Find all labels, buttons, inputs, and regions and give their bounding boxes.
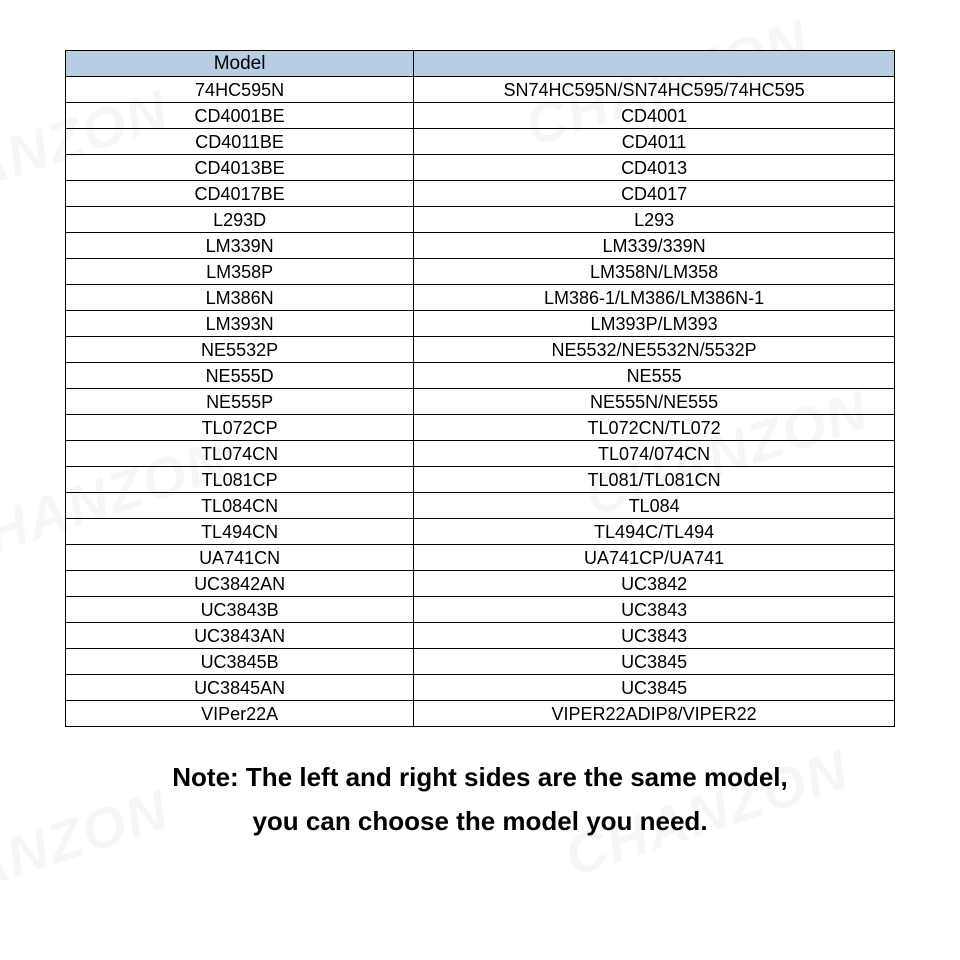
table-row: TL074CNTL074/074CN: [66, 441, 895, 467]
note-line-2: you can choose the model you need.: [252, 806, 707, 836]
cell-alias: TL084: [414, 493, 895, 519]
cell-alias: UC3845: [414, 649, 895, 675]
cell-model: LM386N: [66, 285, 414, 311]
cell-model: TL081CP: [66, 467, 414, 493]
column-header-alias: [414, 51, 895, 77]
cell-model: UC3845B: [66, 649, 414, 675]
cell-alias: CD4013: [414, 155, 895, 181]
cell-alias: NE5532/NE5532N/5532P: [414, 337, 895, 363]
cell-model: UC3843B: [66, 597, 414, 623]
cell-model: NE555P: [66, 389, 414, 415]
table-row: UC3843ANUC3843: [66, 623, 895, 649]
table-row: UA741CNUA741CP/UA741: [66, 545, 895, 571]
table-row: LM393NLM393P/LM393: [66, 311, 895, 337]
table-row: LM386NLM386-1/LM386/LM386N-1: [66, 285, 895, 311]
cell-model: VIPer22A: [66, 701, 414, 727]
cell-model: CD4011BE: [66, 129, 414, 155]
note-line-1: Note: The left and right sides are the s…: [172, 762, 787, 792]
cell-alias: LM358N/LM358: [414, 259, 895, 285]
cell-model: UC3842AN: [66, 571, 414, 597]
cell-alias: CD4001: [414, 103, 895, 129]
cell-model: 74HC595N: [66, 77, 414, 103]
cell-model: LM358P: [66, 259, 414, 285]
cell-alias: CD4017: [414, 181, 895, 207]
cell-alias: LM393P/LM393: [414, 311, 895, 337]
table-row: UC3843BUC3843: [66, 597, 895, 623]
cell-model: UC3843AN: [66, 623, 414, 649]
cell-alias: CD4011: [414, 129, 895, 155]
model-table: Model 74HC595NSN74HC595N/SN74HC595/74HC5…: [65, 50, 895, 727]
cell-alias: LM339/339N: [414, 233, 895, 259]
cell-alias: TL072CN/TL072: [414, 415, 895, 441]
cell-alias: TL074/074CN: [414, 441, 895, 467]
table-row: TL084CNTL084: [66, 493, 895, 519]
cell-alias: UC3843: [414, 623, 895, 649]
cell-alias: VIPER22ADIP8/VIPER22: [414, 701, 895, 727]
cell-alias: LM386-1/LM386/LM386N-1: [414, 285, 895, 311]
cell-alias: L293: [414, 207, 895, 233]
cell-alias: TL081/TL081CN: [414, 467, 895, 493]
cell-model: CD4013BE: [66, 155, 414, 181]
cell-model: NE5532P: [66, 337, 414, 363]
cell-model: LM393N: [66, 311, 414, 337]
cell-model: CD4001BE: [66, 103, 414, 129]
table-row: UC3845BUC3845: [66, 649, 895, 675]
table-row: CD4001BECD4001: [66, 103, 895, 129]
cell-model: TL074CN: [66, 441, 414, 467]
table-row: NE5532PNE5532/NE5532N/5532P: [66, 337, 895, 363]
cell-model: UC3845AN: [66, 675, 414, 701]
table-row: NE555DNE555: [66, 363, 895, 389]
cell-alias: TL494C/TL494: [414, 519, 895, 545]
table-row: UC3842ANUC3842: [66, 571, 895, 597]
cell-alias: SN74HC595N/SN74HC595/74HC595: [414, 77, 895, 103]
note-text: Note: The left and right sides are the s…: [65, 755, 895, 843]
cell-model: UA741CN: [66, 545, 414, 571]
cell-model: NE555D: [66, 363, 414, 389]
table-row: VIPer22AVIPER22ADIP8/VIPER22: [66, 701, 895, 727]
table-row: LM358PLM358N/LM358: [66, 259, 895, 285]
cell-alias: NE555N/NE555: [414, 389, 895, 415]
table-row: CD4011BECD4011: [66, 129, 895, 155]
cell-model: TL084CN: [66, 493, 414, 519]
cell-alias: UC3843: [414, 597, 895, 623]
table-row: TL494CNTL494C/TL494: [66, 519, 895, 545]
table-row: CD4017BECD4017: [66, 181, 895, 207]
table-row: CD4013BECD4013: [66, 155, 895, 181]
cell-model: L293D: [66, 207, 414, 233]
cell-alias: UC3845: [414, 675, 895, 701]
table-row: UC3845ANUC3845: [66, 675, 895, 701]
column-header-model: Model: [66, 51, 414, 77]
table-row: NE555PNE555N/NE555: [66, 389, 895, 415]
table-row: L293DL293: [66, 207, 895, 233]
cell-model: TL072CP: [66, 415, 414, 441]
cell-alias: NE555: [414, 363, 895, 389]
table-row: TL081CPTL081/TL081CN: [66, 467, 895, 493]
cell-model: TL494CN: [66, 519, 414, 545]
cell-alias: UC3842: [414, 571, 895, 597]
table-row: TL072CPTL072CN/TL072: [66, 415, 895, 441]
table-row: 74HC595NSN74HC595N/SN74HC595/74HC595: [66, 77, 895, 103]
cell-model: LM339N: [66, 233, 414, 259]
cell-model: CD4017BE: [66, 181, 414, 207]
table-row: LM339NLM339/339N: [66, 233, 895, 259]
cell-alias: UA741CP/UA741: [414, 545, 895, 571]
